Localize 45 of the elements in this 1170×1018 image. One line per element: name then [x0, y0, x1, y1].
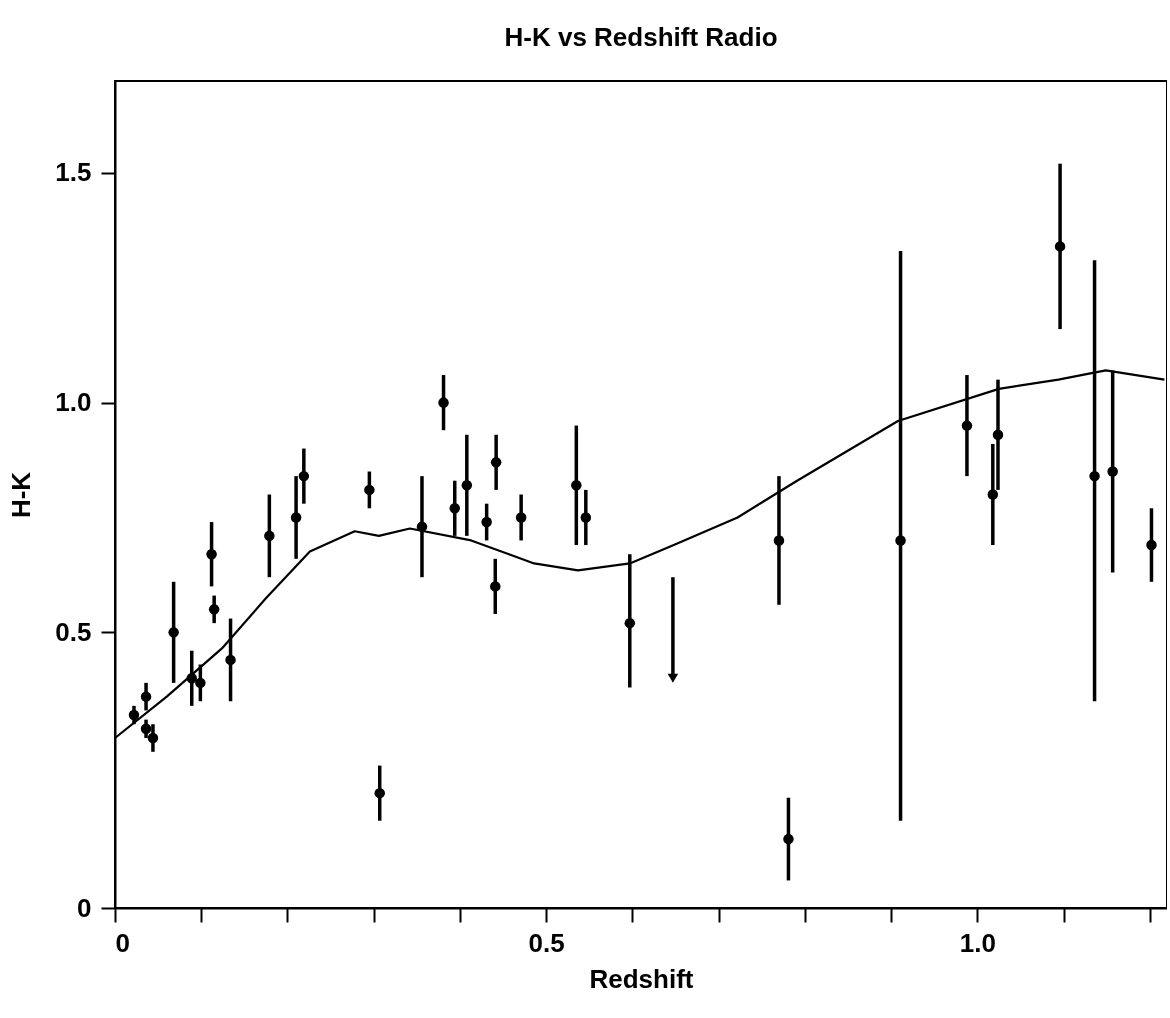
x-axis-title: Redshift [589, 963, 694, 994]
point [667, 673, 679, 683]
point [290, 512, 302, 523]
point [128, 709, 140, 721]
point [208, 604, 220, 615]
point [571, 480, 582, 491]
chart-title: H-K vs Redshift Radio [504, 22, 778, 52]
point [298, 470, 310, 482]
y-tick-label: 1.5 [55, 157, 92, 188]
point [147, 732, 159, 744]
x-tick-label: 0.5 [528, 927, 565, 958]
x-tick-label: 1.0 [959, 927, 996, 958]
point [168, 627, 179, 638]
point [449, 503, 460, 514]
point [481, 516, 492, 528]
y-tick-label: 0 [77, 892, 92, 923]
point [992, 429, 1004, 441]
y-tick-label: 0.5 [55, 616, 92, 647]
point [580, 512, 592, 523]
point [773, 535, 785, 546]
point [624, 617, 636, 629]
point [1089, 470, 1100, 482]
point [490, 581, 501, 592]
point [206, 548, 217, 560]
point [1107, 466, 1118, 477]
point [374, 787, 385, 799]
point [195, 677, 206, 689]
x-tick-label: 0 [115, 927, 130, 958]
y-tick-label: 1.0 [55, 387, 92, 418]
point [1054, 241, 1066, 252]
point [987, 489, 999, 500]
point [461, 480, 473, 491]
point [961, 420, 973, 431]
point [140, 691, 152, 702]
point [438, 397, 449, 408]
point [1146, 539, 1157, 551]
point [225, 654, 236, 666]
point [490, 457, 502, 468]
point [783, 833, 794, 845]
point [140, 723, 152, 735]
point [515, 512, 527, 523]
point [895, 535, 906, 546]
point [264, 530, 275, 542]
y-axis-title: H-K [6, 471, 37, 519]
point [364, 484, 375, 496]
